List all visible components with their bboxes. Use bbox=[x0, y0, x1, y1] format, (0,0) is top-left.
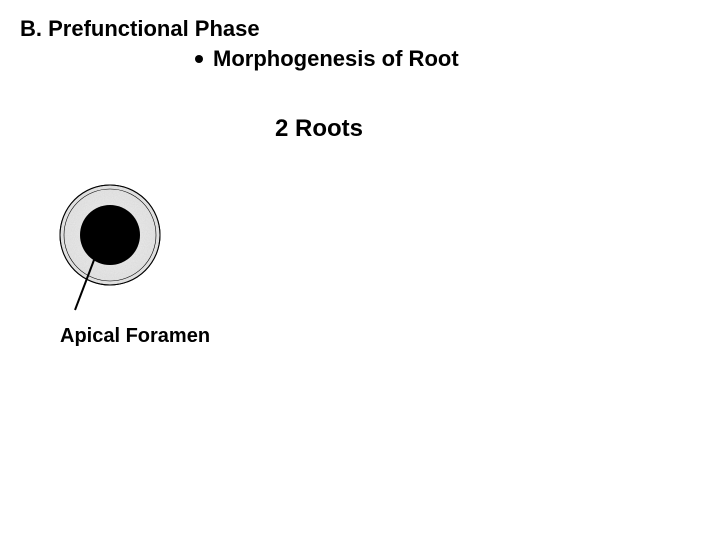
cell-inner-circle bbox=[80, 205, 140, 265]
cell-figure bbox=[0, 0, 720, 540]
label-apical-foramen: Apical Foramen bbox=[60, 325, 210, 348]
